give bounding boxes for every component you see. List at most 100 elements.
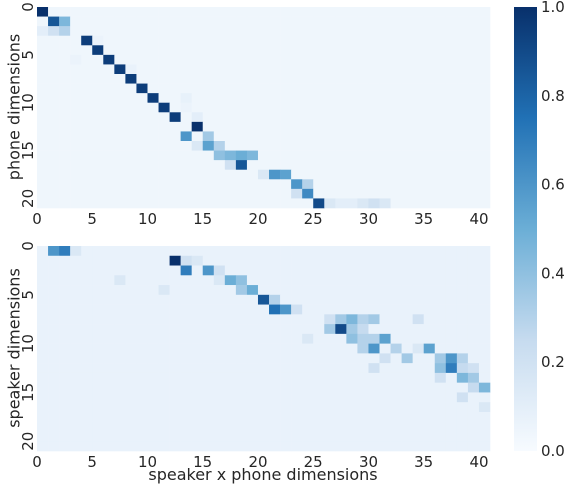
heatmap-cell — [368, 421, 380, 432]
heatmap-cell — [346, 285, 358, 296]
heatmap-cell — [445, 64, 458, 75]
heatmap-cell — [302, 26, 314, 37]
heatmap-cell — [346, 421, 358, 432]
heatmap-cell — [48, 141, 60, 151]
heatmap-cell — [48, 160, 60, 171]
heatmap-cell — [48, 150, 60, 161]
heatmap-cell — [401, 304, 413, 315]
heatmap-cell — [445, 392, 458, 403]
heatmap-cell — [114, 441, 126, 452]
heatmap-cell — [456, 255, 469, 266]
heatmap-cell — [291, 265, 303, 276]
heatmap-cell — [467, 198, 480, 209]
heatmap-cell — [368, 343, 380, 354]
heatmap-cell — [158, 74, 170, 84]
heatmap-cell — [136, 16, 148, 27]
heatmap-cell — [213, 343, 226, 354]
heatmap-cell — [456, 188, 469, 199]
y-tick-label: 5 — [19, 290, 37, 300]
heatmap-cell — [368, 294, 380, 305]
heatmap-cell — [291, 372, 303, 383]
heatmap-cell — [136, 304, 148, 315]
heatmap-cell — [478, 160, 491, 171]
heatmap-cell — [379, 421, 391, 432]
heatmap-cell — [390, 102, 402, 113]
heatmap-cell — [70, 285, 82, 296]
heatmap-cell — [202, 102, 215, 113]
heatmap-cell — [114, 83, 126, 94]
heatmap-cell — [114, 431, 126, 442]
heatmap-cell — [147, 112, 159, 123]
heatmap-cell — [313, 93, 325, 104]
heatmap-cell — [346, 102, 358, 113]
heatmap-cell — [390, 198, 402, 209]
heatmap-cell — [368, 7, 380, 17]
heatmap-cell — [169, 246, 181, 257]
heatmap-cell — [302, 7, 314, 17]
heatmap-cell — [169, 324, 181, 335]
heatmap-cell — [81, 112, 93, 123]
heatmap-cell — [224, 411, 237, 423]
heatmap-cell — [169, 372, 181, 383]
heatmap-cell — [136, 265, 148, 276]
heatmap-cell — [324, 83, 336, 94]
heatmap-cell — [346, 179, 358, 190]
heatmap-cell — [114, 169, 126, 180]
heatmap-cell — [445, 314, 458, 325]
heatmap-cell — [357, 353, 369, 364]
heatmap-cell — [103, 45, 115, 56]
heatmap-cell — [302, 392, 314, 403]
heatmap-cell — [368, 441, 380, 452]
heatmap-cell — [302, 131, 314, 142]
heatmap-cell — [103, 265, 115, 276]
heatmap-cell — [357, 363, 369, 374]
heatmap-cell — [169, 35, 181, 46]
heatmap-cell — [70, 392, 82, 403]
heatmap-cell — [379, 16, 391, 27]
heatmap-cell — [191, 294, 204, 305]
heatmap-cell — [81, 411, 93, 423]
heatmap-cell — [213, 121, 226, 132]
heatmap-cell — [147, 421, 159, 432]
heatmap-cell — [291, 141, 303, 151]
heatmap-cell — [136, 141, 148, 151]
heatmap-cell — [224, 382, 237, 393]
heatmap-cell — [191, 304, 204, 315]
heatmap-cell — [136, 343, 148, 354]
heatmap-cell — [368, 16, 380, 27]
heatmap-cell — [379, 324, 391, 335]
heatmap-cell — [246, 411, 259, 423]
heatmap-cell — [125, 74, 137, 84]
heatmap-cell — [379, 343, 391, 354]
heatmap-cell — [379, 285, 391, 296]
heatmap-cell — [202, 74, 215, 84]
heatmap-cell — [235, 169, 248, 180]
heatmap-cell — [92, 160, 104, 171]
heatmap-cell — [92, 265, 104, 276]
heatmap-cell — [191, 411, 204, 423]
heatmap-cell — [235, 198, 248, 209]
heatmap-cell — [103, 314, 115, 325]
heatmap-cell — [59, 26, 71, 37]
heatmap-cell — [401, 333, 413, 344]
heatmap-cell — [390, 411, 402, 423]
heatmap-cell — [280, 112, 292, 123]
heatmap-cell — [478, 402, 491, 413]
heatmap-cell — [92, 16, 104, 27]
heatmap-cell — [467, 246, 480, 257]
heatmap-cell — [423, 141, 436, 151]
heatmap-cell — [368, 93, 380, 104]
heatmap-cell — [147, 54, 159, 65]
heatmap-cell — [412, 160, 425, 171]
heatmap-cell — [136, 64, 148, 75]
heatmap-cell — [37, 198, 49, 209]
heatmap-cell — [335, 141, 347, 151]
heatmap-cell — [70, 421, 82, 432]
heatmap-cell — [434, 141, 447, 151]
colorbar-tick-label: 0.6 — [541, 176, 564, 194]
heatmap-cell — [346, 198, 358, 209]
heatmap-cell — [59, 7, 71, 17]
heatmap-cell — [456, 160, 469, 171]
heatmap-cell — [357, 179, 369, 190]
heatmap-cell — [37, 121, 49, 132]
